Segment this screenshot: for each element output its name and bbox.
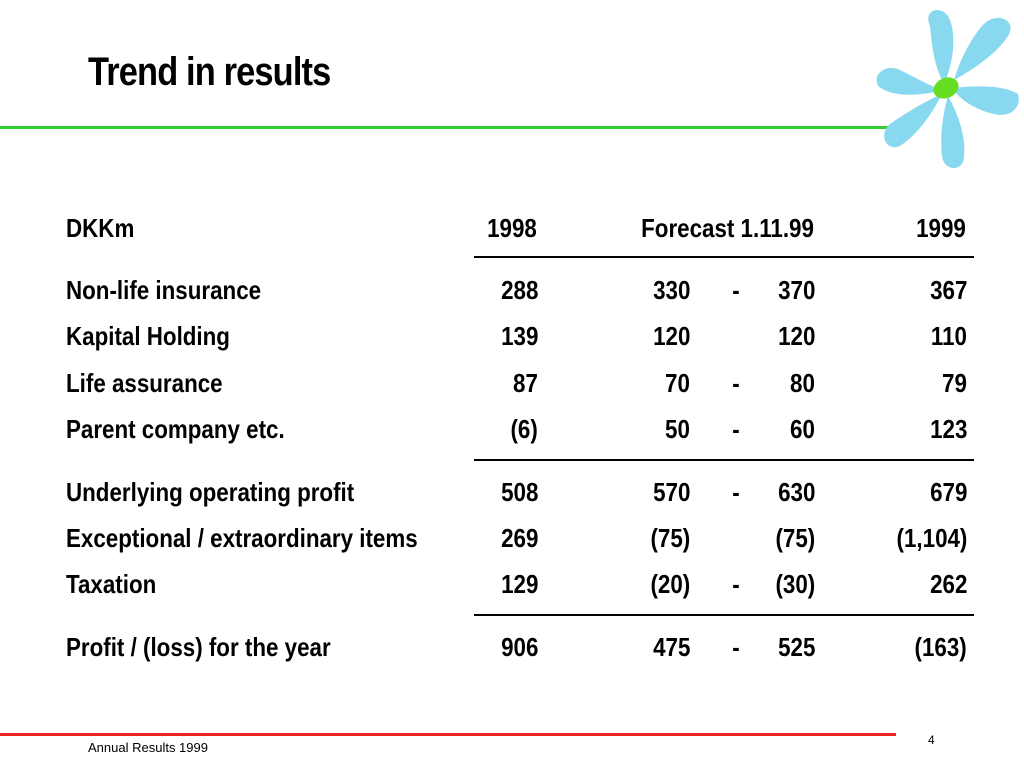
row-3-y1998: (6) [510,414,538,444]
row-7-y1998: 906 [500,632,538,662]
row-0-y1998: 288 [500,275,538,305]
row-7-f-low: 475 [652,632,690,662]
rule-before-operating-profit [474,459,974,461]
row-6-y1999: 262 [929,569,967,599]
row-0-f-high: 370 [777,275,815,305]
row-3-f-low: 50 [665,414,690,444]
row-1-f-high: 120 [777,321,815,351]
row-4-dash: - [732,477,740,507]
rule-under-header [474,256,974,258]
row-0-f-low: 330 [652,275,690,305]
row-7-label: Profit / (loss) for the year [66,632,331,662]
row-4-y1999: 679 [929,477,967,507]
row-6-f-low: (20) [650,569,690,599]
row-6-f-high: (30) [775,569,815,599]
header-1999: 1999 [916,213,966,243]
row-5-y1999: (1,104) [896,523,967,553]
row-5-y1998: 269 [500,523,538,553]
row-3-dash: - [732,414,740,444]
header-label-dkkm: DKKm [66,213,135,243]
header-forecast: Forecast 1.11.99 [641,213,814,243]
row-7-dash: - [732,632,740,662]
title-divider-green [0,126,896,129]
row-2-y1998: 87 [513,368,538,398]
row-2-dash: - [732,368,740,398]
page-title: Trend in results [88,50,331,94]
row-1-y1998: 139 [500,321,538,351]
row-4-f-low: 570 [652,477,690,507]
row-2-label: Life assurance [66,368,223,398]
row-3-y1999: 123 [929,414,967,444]
flower-logo-icon [876,9,1019,168]
row-1-label: Kapital Holding [66,321,230,351]
row-6-y1998: 129 [500,569,538,599]
row-6-dash: - [732,569,740,599]
row-6-label: Taxation [66,569,157,599]
row-7-y1999: (163) [914,632,967,662]
footer-text: Annual Results 1999 [88,740,208,755]
row-1-f-low: 120 [652,321,690,351]
row-0-label: Non-life insurance [66,275,262,305]
row-5-f-high: (75) [775,523,815,553]
row-2-y1999: 79 [942,368,967,398]
row-1-y1999: 110 [930,321,967,351]
row-4-f-high: 630 [777,477,815,507]
row-2-f-low: 70 [665,368,690,398]
row-4-y1998: 508 [500,477,538,507]
row-3-f-high: 60 [790,414,815,444]
row-4-label: Underlying operating profit [66,477,355,507]
header-1998: 1998 [487,213,537,243]
row-0-y1999: 367 [929,275,967,305]
rule-before-profit-for-year [474,614,974,616]
row-5-label: Exceptional / extraordinary items [66,523,418,553]
footer-divider-red [0,733,896,736]
row-2-f-high: 80 [790,368,815,398]
row-0-dash: - [732,275,740,305]
results-table: DKKm 1998 Forecast 1.11.99 1999 [66,0,976,768]
row-5-f-low: (75) [650,523,690,553]
row-3-label: Parent company etc. [66,414,285,444]
page-number: 4 [928,733,935,747]
row-7-f-high: 525 [777,632,815,662]
